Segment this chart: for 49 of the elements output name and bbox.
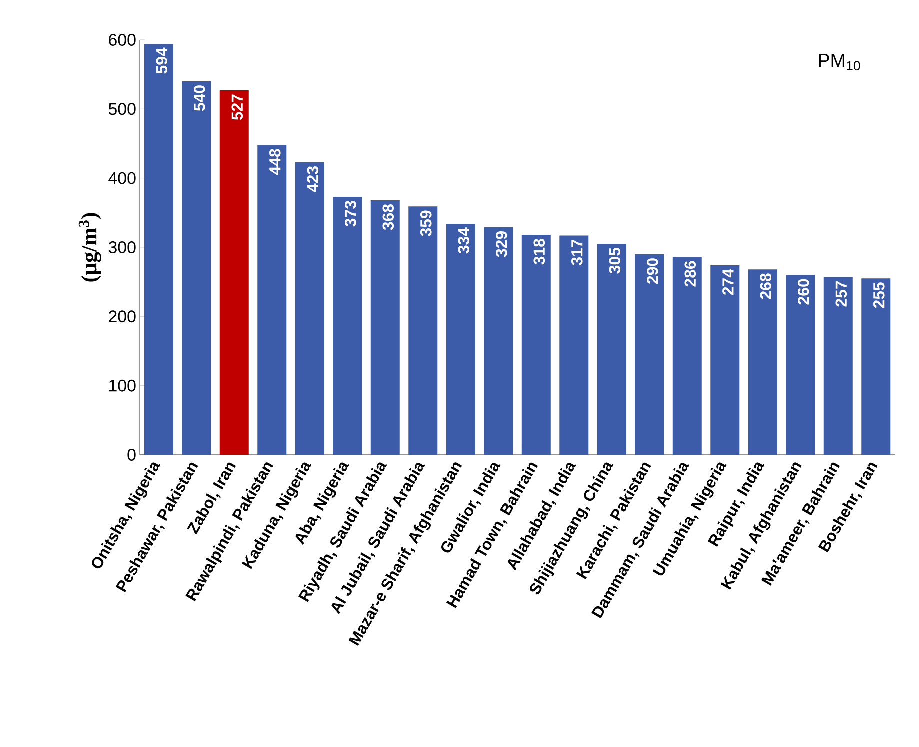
bar — [182, 81, 212, 455]
bar — [370, 200, 400, 455]
bar — [635, 254, 664, 455]
bar — [446, 224, 476, 455]
data-label: 594 — [156, 48, 168, 74]
data-label: 286 — [684, 261, 696, 287]
bar — [144, 44, 174, 455]
data-label: 368 — [382, 204, 394, 230]
bar — [220, 90, 249, 455]
bar — [484, 227, 514, 455]
data-label: 318 — [534, 239, 546, 265]
data-label: 359 — [420, 210, 432, 236]
bar — [333, 196, 362, 455]
data-label: 423 — [307, 166, 319, 192]
bar — [710, 265, 740, 455]
data-label: 257 — [836, 281, 848, 307]
y-tick-label: 500 — [108, 103, 136, 116]
data-label: 448 — [269, 149, 281, 175]
data-label: 290 — [647, 258, 658, 284]
bar — [408, 206, 438, 455]
data-label: 260 — [798, 279, 810, 305]
bar — [258, 145, 287, 455]
data-label: 540 — [194, 86, 206, 112]
bar — [748, 270, 778, 455]
data-label: 373 — [344, 201, 356, 227]
data-label: 305 — [609, 248, 621, 274]
bar — [862, 278, 891, 455]
bar — [786, 275, 816, 455]
y-tick-label: 300 — [108, 241, 136, 254]
text: PM$_{10}$ — [819, 54, 860, 71]
bar — [672, 257, 702, 455]
data-label: 268 — [760, 274, 772, 300]
y-axis-title: (μg/m$^{3}$) — [78, 213, 102, 282]
y-tick-label: 200 — [109, 310, 136, 323]
data-label: 317 — [571, 240, 583, 266]
data-label: 329 — [496, 232, 508, 258]
data-label: 255 — [874, 282, 885, 308]
data-label: 274 — [722, 269, 734, 296]
bar — [824, 277, 853, 455]
bar — [295, 162, 324, 455]
bar — [597, 244, 626, 455]
data-label: 334 — [458, 228, 470, 254]
bar — [560, 236, 589, 455]
y-tick-label: 600 — [109, 34, 136, 46]
y-tick-label: 0 — [128, 448, 136, 461]
y-tick-label: 100 — [110, 380, 136, 392]
data-label: 527 — [232, 94, 244, 120]
y-tick-label: 400 — [108, 172, 136, 184]
bar — [522, 235, 551, 455]
